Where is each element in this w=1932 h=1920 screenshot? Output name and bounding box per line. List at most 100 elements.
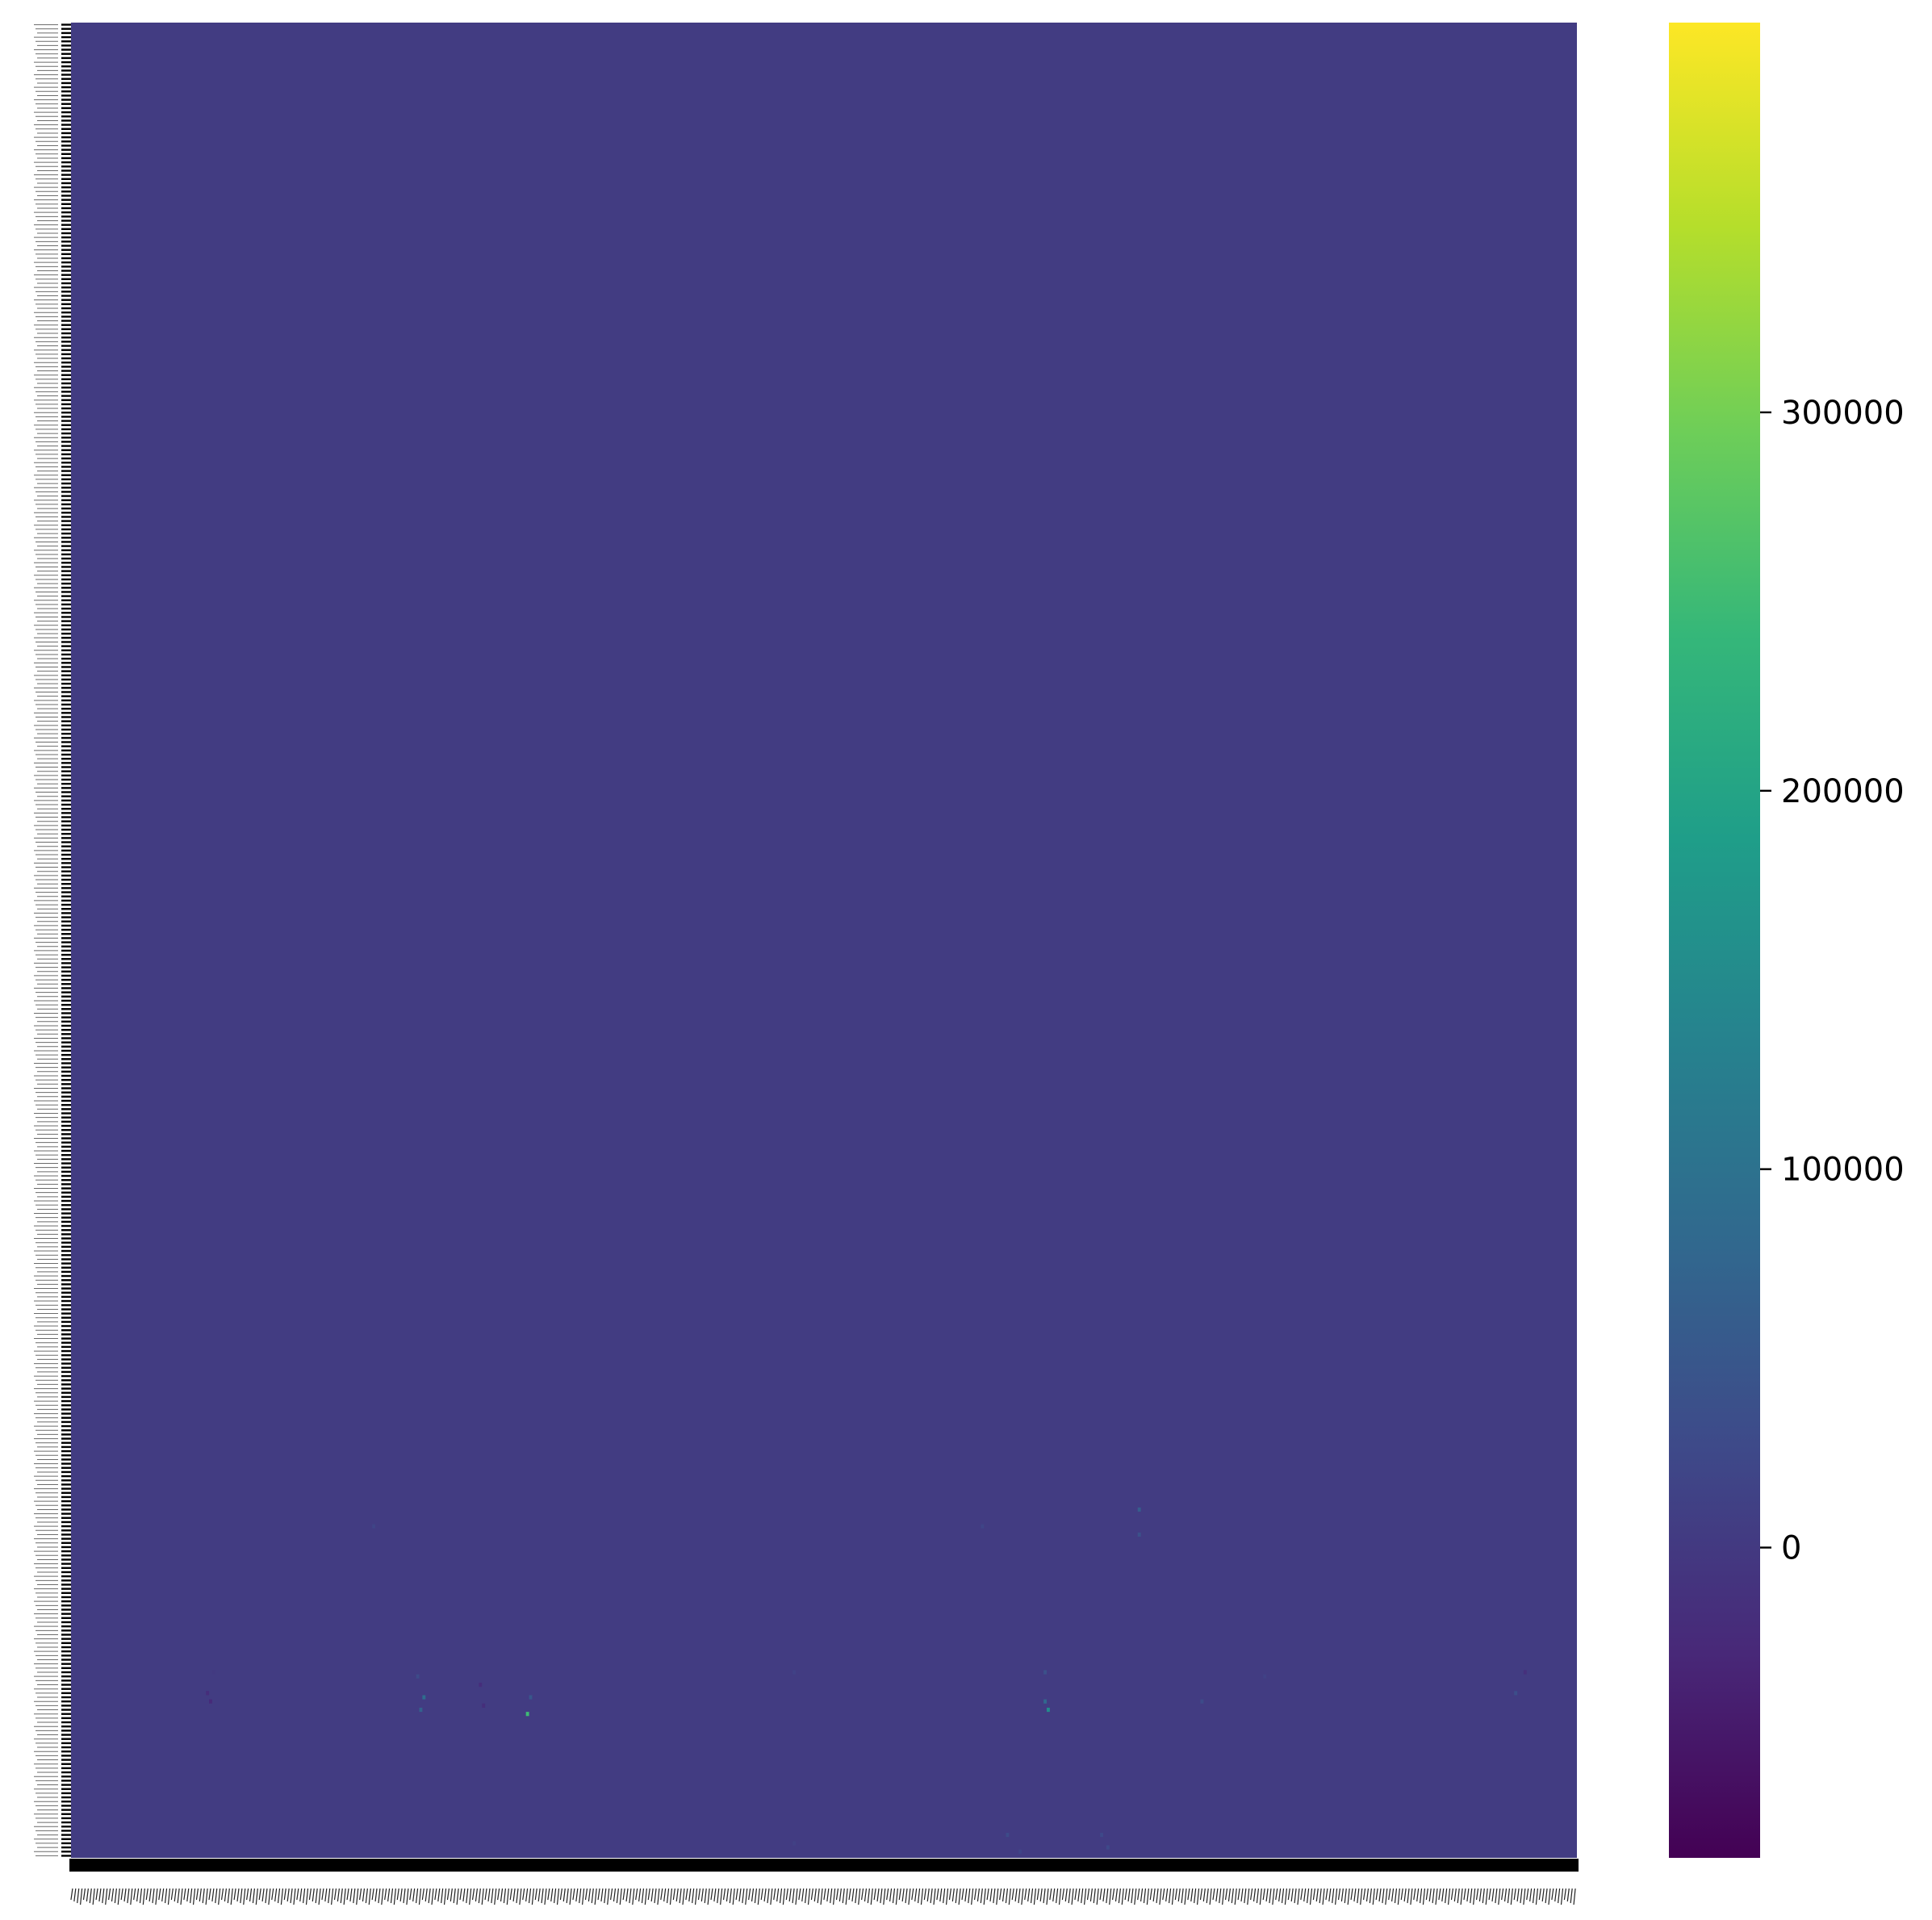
x-tick-label	[443, 1888, 447, 1905]
x-tick-label	[290, 1888, 293, 1904]
x-tick-label	[249, 1888, 253, 1902]
x-tick-label	[704, 1888, 707, 1904]
x-tick-label	[1570, 1888, 1573, 1904]
x-tick-label	[240, 1888, 243, 1904]
heatmap-cell	[1106, 1845, 1110, 1850]
x-tick-label	[1058, 1888, 1062, 1905]
x-tick-label	[1049, 1888, 1052, 1901]
x-tick-label	[1307, 1888, 1310, 1904]
x-tick-label	[700, 1888, 704, 1902]
x-tick-label	[951, 1888, 955, 1902]
x-tick-label	[1491, 1888, 1495, 1902]
x-tick-label	[1463, 1888, 1466, 1901]
x-tick-label	[1149, 1888, 1152, 1901]
x-tick-label	[343, 1888, 346, 1905]
x-tick-label	[584, 1888, 588, 1901]
x-tick-label	[1024, 1888, 1027, 1901]
x-tick-label	[142, 1888, 145, 1905]
x-tick-label	[1061, 1888, 1064, 1901]
x-tick-label	[1532, 1888, 1536, 1904]
x-tick-label	[964, 1888, 968, 1902]
x-tick-label	[161, 1888, 165, 1902]
x-tick-label	[1573, 1888, 1576, 1905]
x-tick-label	[948, 1888, 952, 1901]
x-tick-label	[717, 1888, 720, 1904]
x-tick-label	[1397, 1888, 1400, 1905]
heatmap-cell	[1200, 1699, 1204, 1704]
x-tick-label	[936, 1888, 939, 1901]
x-tick-label	[384, 1888, 387, 1901]
x-tick-label	[381, 1888, 384, 1905]
x-tick-label	[1332, 1888, 1335, 1904]
x-tick-label	[409, 1888, 412, 1901]
x-tick-label	[1278, 1888, 1282, 1902]
x-tick-label	[742, 1888, 745, 1904]
x-tick-label	[1303, 1888, 1307, 1902]
x-tick-label	[183, 1888, 186, 1901]
x-tick-label	[80, 1888, 83, 1905]
x-tick-label	[613, 1888, 617, 1902]
x-tick-label	[1206, 1888, 1209, 1904]
x-tick-label	[224, 1888, 228, 1902]
x-tick-label	[763, 1888, 767, 1902]
x-tick-label	[1106, 1888, 1109, 1904]
colorbar-tick-label: 100000	[1781, 1152, 1905, 1189]
x-tick-label	[867, 1888, 870, 1904]
x-tick-label	[271, 1888, 274, 1901]
x-tick-label	[864, 1888, 868, 1902]
heatmap-cell	[1100, 1832, 1103, 1838]
x-tick-label	[1093, 1888, 1096, 1904]
x-tick-label	[1495, 1888, 1498, 1904]
x-tick-label	[644, 1888, 647, 1905]
x-tick-label	[713, 1888, 717, 1902]
x-tick-label	[1064, 1888, 1068, 1902]
x-tick-label	[130, 1888, 133, 1905]
x-tick-label	[333, 1888, 337, 1901]
heatmap-cells	[206, 1507, 1527, 1854]
heatmap-cell	[529, 1695, 533, 1700]
heatmap-cell	[525, 1712, 529, 1717]
x-tick-label	[537, 1888, 541, 1902]
x-tick-label	[980, 1888, 983, 1904]
x-tick-label	[1445, 1888, 1448, 1904]
x-tick-label	[1171, 1888, 1175, 1905]
x-tick-label	[858, 1888, 861, 1905]
x-tick-label	[274, 1888, 278, 1902]
x-tick-label	[591, 1888, 594, 1904]
x-tick-label	[1240, 1888, 1244, 1902]
x-tick-label	[776, 1888, 780, 1902]
colorbar: 0 100000 200000 300000	[1669, 23, 1905, 1858]
x-tick-label	[393, 1888, 396, 1905]
x-tick-label	[1212, 1888, 1215, 1901]
x-tick-label	[534, 1888, 537, 1901]
heatmap-cell	[1523, 1670, 1527, 1675]
x-tick-label	[805, 1888, 808, 1904]
x-tick-label	[663, 1888, 667, 1902]
x-tick-label	[1297, 1888, 1300, 1905]
x-tick-label	[1209, 1888, 1212, 1905]
x-tick-label	[1077, 1888, 1081, 1902]
x-tick-label	[265, 1888, 268, 1904]
x-tick-label	[89, 1888, 92, 1904]
x-tick-label	[1227, 1888, 1232, 1902]
x-tick-label	[236, 1888, 240, 1902]
x-tick-label	[855, 1888, 858, 1904]
x-tick-label	[1551, 1888, 1554, 1901]
x-tick-label	[1181, 1888, 1184, 1904]
x-tick-label	[1196, 1888, 1200, 1905]
x-tick-label	[421, 1888, 424, 1901]
x-tick-label	[810, 1888, 813, 1901]
x-tick-label	[418, 1888, 422, 1905]
x-tick-label	[901, 1888, 905, 1902]
x-tick-label	[466, 1888, 469, 1904]
x-tick-label	[1269, 1888, 1272, 1904]
x-tick-label	[1328, 1888, 1332, 1902]
x-tick-label	[1563, 1888, 1566, 1901]
x-tick-label	[835, 1888, 839, 1901]
heatmap-cell	[211, 1670, 215, 1675]
x-tick-label	[497, 1888, 500, 1901]
x-tick-label	[158, 1888, 161, 1901]
x-tick-label	[729, 1888, 732, 1904]
x-tick-label	[1460, 1888, 1463, 1905]
heatmap-cell	[422, 1695, 426, 1700]
